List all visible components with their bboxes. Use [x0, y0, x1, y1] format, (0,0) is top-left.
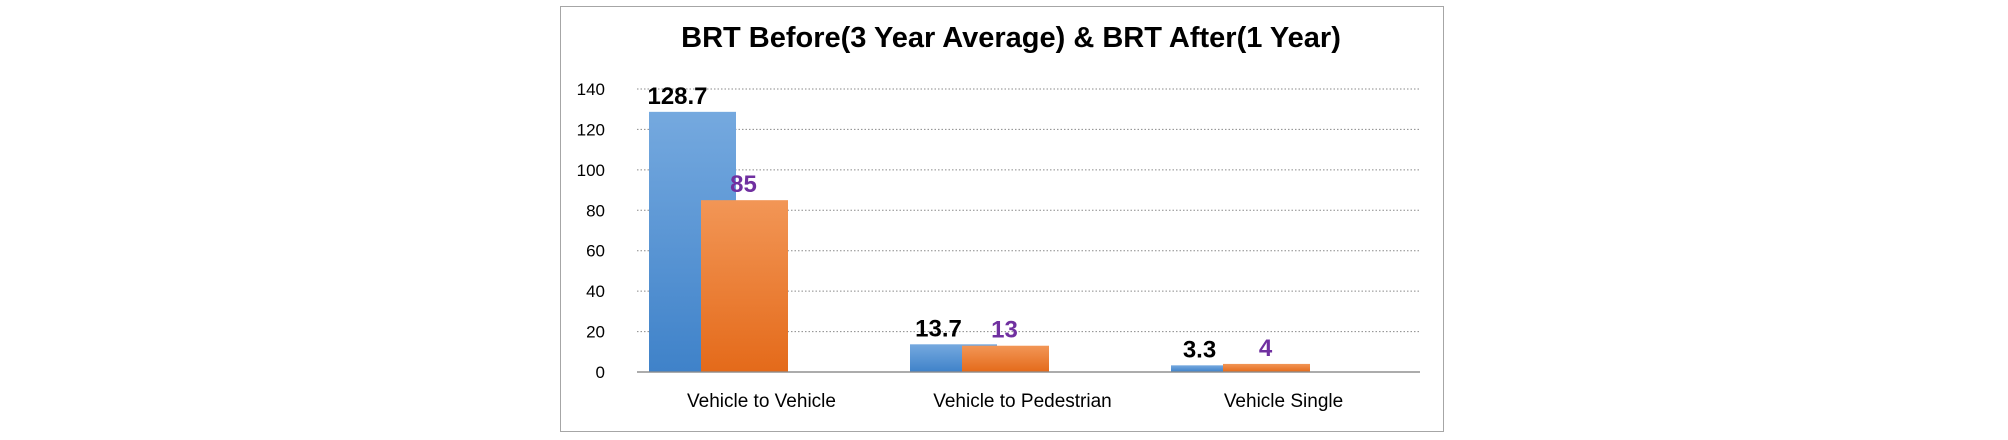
- y-tick-label: 100: [577, 161, 605, 180]
- chart-frame: BRT Before(3 Year Average) & BRT After(1…: [560, 6, 1444, 432]
- bar-series-2-2: [1223, 363, 1310, 372]
- bar-series-1-2: [1171, 365, 1258, 372]
- x-tick-label: Vehicle to Vehicle: [687, 391, 836, 412]
- bar-chart: BRT Before(3 Year Average) & BRT After(1…: [577, 22, 1420, 412]
- y-tick-label: 60: [586, 242, 605, 261]
- y-axis-ticks: 0 20 40 60 80 100 120 140: [577, 80, 605, 382]
- y-tick-label: 20: [586, 323, 605, 342]
- data-label-series-2-0: 85: [730, 171, 757, 198]
- data-label-series-1-1: 13.7: [915, 315, 962, 342]
- chart-title: BRT Before(3 Year Average) & BRT After(1…: [681, 22, 1341, 54]
- y-tick-label: 120: [577, 120, 605, 139]
- y-tick-label: 140: [577, 80, 605, 99]
- data-label-series-1-2: 3.3: [1183, 336, 1216, 363]
- x-axis-ticks: Vehicle to Vehicle Vehicle to Pedestrian V…: [687, 391, 1343, 412]
- y-tick-label: 0: [596, 363, 605, 382]
- data-label-series-2-2: 4: [1259, 335, 1273, 362]
- data-label-series-2-1: 13: [991, 317, 1018, 344]
- x-tick-label: Vehicle to Pedestrian: [933, 391, 1112, 412]
- y-tick-label: 40: [586, 282, 605, 301]
- bar-series-2-0: [701, 200, 788, 372]
- bars: [637, 111, 1420, 373]
- y-tick-label: 80: [586, 201, 605, 220]
- x-tick-label: Vehicle Single: [1224, 391, 1343, 412]
- data-label-series-1-0: 128.7: [647, 83, 707, 110]
- data-labels: 128.7 85 13.7 13 3.3 4: [647, 83, 1272, 363]
- bar-series-2-1: [962, 345, 1049, 372]
